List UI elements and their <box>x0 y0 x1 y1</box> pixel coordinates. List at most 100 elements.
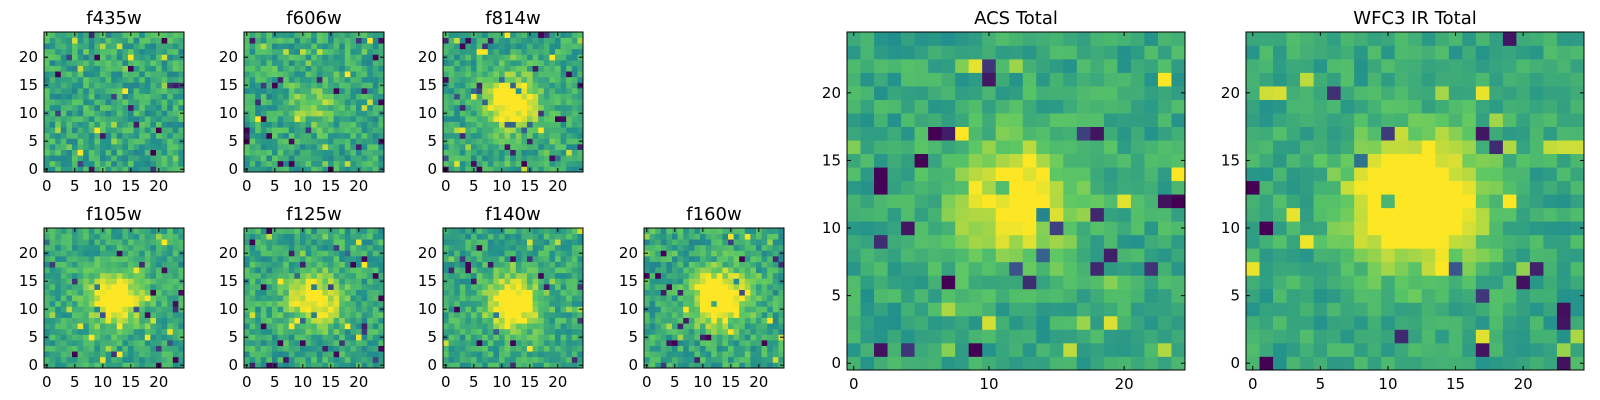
heatmap-cell <box>448 43 455 50</box>
heatmap-cell <box>493 317 500 324</box>
heatmap-cell <box>504 110 511 117</box>
heatmap-cell <box>255 37 262 44</box>
heatmap-cell <box>77 43 84 50</box>
heatmap-cell <box>244 37 250 44</box>
heatmap-cell <box>55 317 62 324</box>
heatmap-cell <box>487 104 494 111</box>
heatmap-cell <box>499 99 505 106</box>
heatmap-cell <box>510 306 517 313</box>
heatmap-cell <box>294 32 301 38</box>
heatmap-cell <box>487 362 494 369</box>
heatmap-cell <box>83 278 90 285</box>
heatmap-cell <box>499 278 505 285</box>
heatmap-cell <box>288 284 295 290</box>
heatmap-cell <box>448 104 455 111</box>
heatmap-cell <box>55 244 62 251</box>
heatmap-cell <box>487 132 494 139</box>
heatmap-cell <box>305 54 312 61</box>
heatmap-cell <box>655 351 662 358</box>
heatmap-cell <box>122 99 129 106</box>
heatmap-cell <box>350 144 357 150</box>
x-tick-label: 0 <box>441 177 451 195</box>
heatmap-cell <box>521 250 528 257</box>
heatmap-cell <box>874 342 888 357</box>
heatmap-cell <box>167 93 174 100</box>
heatmap-cell <box>172 272 179 279</box>
heatmap-cell <box>94 250 101 257</box>
heatmap-cell <box>339 312 346 318</box>
heatmap-cell <box>266 289 273 296</box>
heatmap-cell <box>77 289 84 296</box>
heatmap-cell <box>260 149 267 156</box>
heatmap-cell <box>982 194 997 209</box>
heatmap-cell <box>549 127 556 134</box>
heatmap-cell <box>372 295 379 302</box>
heatmap-cell <box>367 37 374 44</box>
heatmap-cell <box>361 345 368 352</box>
heatmap-cell <box>510 272 517 279</box>
heatmap-cell <box>66 356 73 363</box>
heatmap-cell <box>1022 207 1037 222</box>
heatmap-cell <box>465 317 472 324</box>
heatmap-cell <box>482 228 489 234</box>
heatmap-cell <box>350 93 357 100</box>
heatmap-cell <box>372 99 379 106</box>
heatmap-cell <box>156 267 162 274</box>
heatmap-cell <box>443 71 449 78</box>
heatmap-cell <box>283 233 290 240</box>
heatmap-cell <box>510 76 517 83</box>
heatmap-cell <box>761 351 768 358</box>
heatmap-cell <box>111 334 118 341</box>
heatmap-cell <box>122 356 129 363</box>
heatmap-cell <box>272 300 278 307</box>
heatmap-cell <box>144 82 151 89</box>
heatmap-cell <box>322 272 329 279</box>
heatmap-cell <box>571 239 578 246</box>
heatmap-cell <box>266 250 273 257</box>
heatmap-cell <box>577 76 584 83</box>
heatmap-cell <box>555 65 561 72</box>
heatmap-cell <box>328 160 334 167</box>
heatmap-cell <box>538 334 545 341</box>
heatmap-cell <box>60 127 67 134</box>
heatmap-cell <box>111 104 118 111</box>
heatmap-cell <box>249 351 256 358</box>
heatmap-cell <box>705 340 712 346</box>
heatmap-cell <box>928 342 942 357</box>
heatmap-cell <box>728 345 734 352</box>
heatmap-cell <box>1157 207 1172 222</box>
heatmap-cell <box>100 144 106 150</box>
heatmap-cell <box>260 323 267 330</box>
heatmap-cell <box>88 132 95 139</box>
heatmap-cell <box>874 356 888 371</box>
heatmap-cell <box>94 272 101 279</box>
heatmap-cell <box>328 317 334 324</box>
heatmap-cell <box>77 317 84 324</box>
x-tick-label: 0 <box>242 373 252 391</box>
heatmap-cell <box>476 317 483 324</box>
heatmap-cell <box>504 37 511 44</box>
heatmap-cell <box>311 312 318 318</box>
heatmap-cell <box>694 356 701 363</box>
heatmap-cell <box>688 244 695 251</box>
heatmap-cell <box>339 328 346 335</box>
heatmap-cell <box>266 76 273 83</box>
heatmap-cell <box>49 340 56 346</box>
heatmap-cell <box>350 166 357 173</box>
heatmap-cell <box>378 244 385 251</box>
heatmap-cell <box>156 121 162 128</box>
heatmap-cell <box>515 250 522 257</box>
heatmap-cell <box>1022 302 1037 317</box>
heatmap-cell <box>459 76 466 83</box>
heatmap-cell <box>266 65 273 72</box>
heatmap-cell <box>288 340 295 346</box>
heatmap-cell <box>260 284 267 290</box>
heatmap-cell <box>105 334 112 341</box>
heatmap-cell <box>504 60 511 66</box>
heatmap-cell <box>172 300 179 307</box>
heatmap-cell <box>49 54 56 61</box>
heatmap-cell <box>459 244 466 251</box>
heatmap-cell <box>322 250 329 257</box>
heatmap-cell <box>694 289 701 296</box>
heatmap-cell <box>122 127 129 134</box>
